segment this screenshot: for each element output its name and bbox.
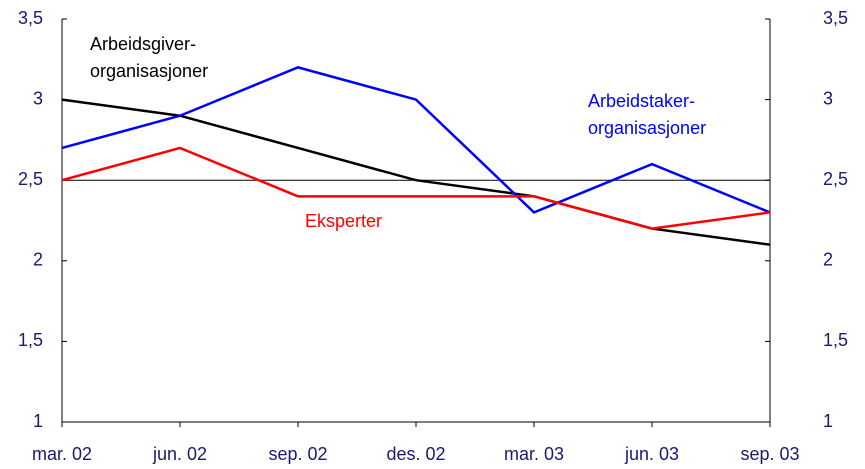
x-tick-label: mar. 03 — [504, 444, 564, 464]
y-tick-label: 1,5 — [18, 330, 43, 350]
x-tick-label: jun. 03 — [624, 444, 679, 464]
y-tick-label: 3,5 — [18, 8, 43, 28]
x-tick-label: des. 02 — [386, 444, 445, 464]
x-tick-label: mar. 02 — [32, 444, 92, 464]
series-line — [61, 66, 771, 214]
y-tick-label: 2 — [33, 250, 43, 270]
y2-tick-label: 1 — [823, 411, 833, 431]
y2-tick-label: 1,5 — [823, 330, 848, 350]
y-tick-label: 2,5 — [18, 169, 43, 189]
y2-tick-label: 2 — [823, 250, 833, 270]
series-label: Eksperter — [305, 211, 382, 231]
series-label: Arbeidstaker-organisasjoner — [588, 91, 706, 138]
y-tick-label: 1 — [33, 411, 43, 431]
series-label: Arbeidsgiver-organisasjoner — [90, 34, 208, 81]
x-tick-label: sep. 03 — [740, 444, 799, 464]
y2-tick-label: 3,5 — [823, 8, 848, 28]
y-tick-label: 3 — [33, 88, 43, 108]
series-line — [61, 146, 771, 230]
y2-tick-label: 3 — [823, 88, 833, 108]
y2-tick-label: 2,5 — [823, 169, 848, 189]
x-tick-label: sep. 02 — [268, 444, 327, 464]
x-tick-label: jun. 02 — [152, 444, 207, 464]
